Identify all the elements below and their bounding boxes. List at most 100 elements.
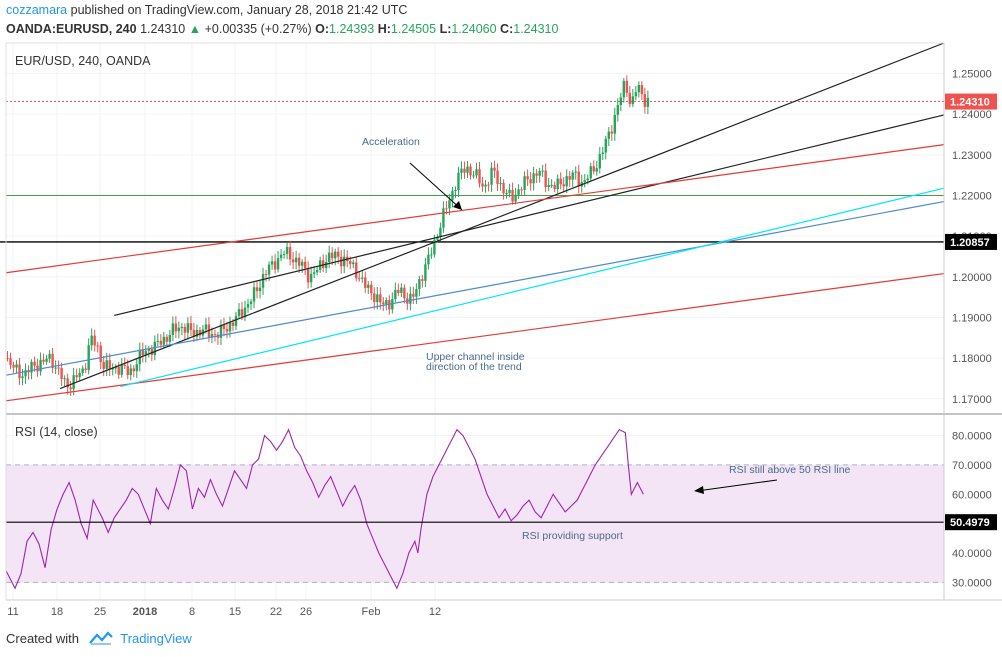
open-value: 1.24393 [329, 22, 375, 36]
line-price-badge-text: 1.20857 [950, 237, 990, 249]
candle-body [261, 274, 265, 288]
candle-body [628, 92, 632, 105]
price-tick-label: 1.20000 [952, 272, 992, 284]
candle-body [553, 184, 556, 190]
candle-body [460, 168, 463, 173]
candle-body [189, 323, 193, 330]
candle-body [291, 259, 295, 263]
rsi-level-badge-text: 50.4979 [950, 517, 990, 529]
candle-body [171, 323, 175, 335]
rsi-panel-title: RSI (14, close) [15, 425, 98, 439]
candle-body [403, 287, 406, 299]
candle-body [538, 170, 541, 176]
candle-body [234, 316, 238, 326]
candle-body [303, 261, 307, 269]
arrowhead-icon [694, 486, 704, 494]
candle-body [574, 171, 577, 173]
candle-body [105, 360, 108, 369]
candle-body [577, 171, 580, 187]
candle-body [144, 350, 147, 356]
acceleration-arrow [409, 162, 463, 211]
candle-body [364, 277, 367, 288]
channel-label: direction of the trend [426, 361, 522, 373]
username-link[interactable]: cozzamara [6, 3, 68, 17]
annotations[interactable]: EUR/USD, 240, OANDA RSI (14, close) Accele… [15, 54, 851, 542]
candle-body [517, 189, 520, 195]
candle-body [568, 176, 571, 180]
low-value: 1.24060 [451, 22, 497, 36]
rsi-band-fill [6, 464, 944, 583]
trend-line [120, 187, 945, 388]
candle-body [607, 131, 610, 139]
rsi-level-badge-bg [945, 514, 997, 531]
candle-body [93, 335, 96, 346]
candle-body [631, 96, 635, 105]
time-tick-label: 2018 [133, 606, 157, 618]
candle-body [120, 364, 123, 375]
low-label: L: [439, 22, 452, 36]
candle-body [219, 324, 223, 338]
candle-body [255, 287, 259, 292]
candle-body [502, 183, 505, 194]
candle-body [225, 328, 229, 332]
candle-body [442, 208, 445, 228]
candle-body [493, 167, 496, 171]
candle-body [285, 247, 289, 254]
candle-body [192, 329, 196, 337]
price-tick-label: 1.25000 [952, 68, 992, 80]
time-tick-label: 18 [51, 606, 63, 618]
candle-body [156, 340, 160, 342]
time-tick-label: 25 [94, 606, 106, 618]
rsi-arrow [696, 479, 778, 492]
symbol-label: OANDA:EURUSD, 240 [6, 22, 137, 36]
candle-body [300, 261, 304, 266]
candle-body [249, 301, 253, 304]
time-tick-label: 15 [229, 606, 241, 618]
candle-body [565, 176, 568, 187]
candle-body [117, 366, 120, 375]
candle-body [487, 184, 490, 186]
tradingview-logo-icon [88, 631, 113, 645]
candle-body [243, 307, 247, 317]
candle-body [186, 323, 190, 333]
line-price-badge-bg [945, 233, 997, 250]
candle-body [646, 97, 650, 107]
candle-body [141, 349, 144, 356]
rsi-tick-label: 70.0000 [952, 460, 992, 472]
candle-body [622, 80, 626, 98]
arrowhead-icon [453, 201, 462, 210]
tradingview-brand-link[interactable]: TradingView [120, 631, 192, 646]
candle-body [448, 200, 451, 209]
candle-body [147, 349, 151, 351]
candle-body [469, 166, 472, 176]
line-price-badge: 1.20857 [945, 233, 997, 250]
price-tick-label: 1.17000 [952, 394, 992, 406]
candle-body [547, 185, 550, 187]
footer: Created with TradingView [6, 631, 192, 646]
candle-body [340, 256, 343, 267]
time-tick-label: 8 [189, 606, 195, 618]
candle-body [114, 366, 117, 369]
candle-body [604, 138, 607, 153]
candle-body [21, 376, 24, 379]
trend-line [59, 42, 945, 390]
candle-body [433, 239, 436, 255]
candle-body [6, 358, 9, 360]
publish-info: cozzamara published on TradingView.com, … [6, 3, 407, 17]
last-price: 1.24310 [140, 22, 186, 36]
trend-lines[interactable] [5, 42, 945, 402]
candle-body [466, 166, 469, 173]
candle-body [132, 368, 135, 372]
candle-body [541, 170, 544, 172]
price-tick-label: 1.23000 [952, 150, 992, 162]
candle-body [57, 367, 60, 369]
last-price-badge: 1.24310 [945, 93, 997, 110]
close-label: C: [500, 22, 514, 36]
candle-body [213, 334, 217, 336]
rsi-tick-label: 40.0000 [952, 548, 992, 560]
rsi-band [6, 464, 944, 583]
trend-line [5, 144, 945, 274]
created-with-text: Created with [6, 631, 79, 646]
candle-body [96, 345, 99, 347]
